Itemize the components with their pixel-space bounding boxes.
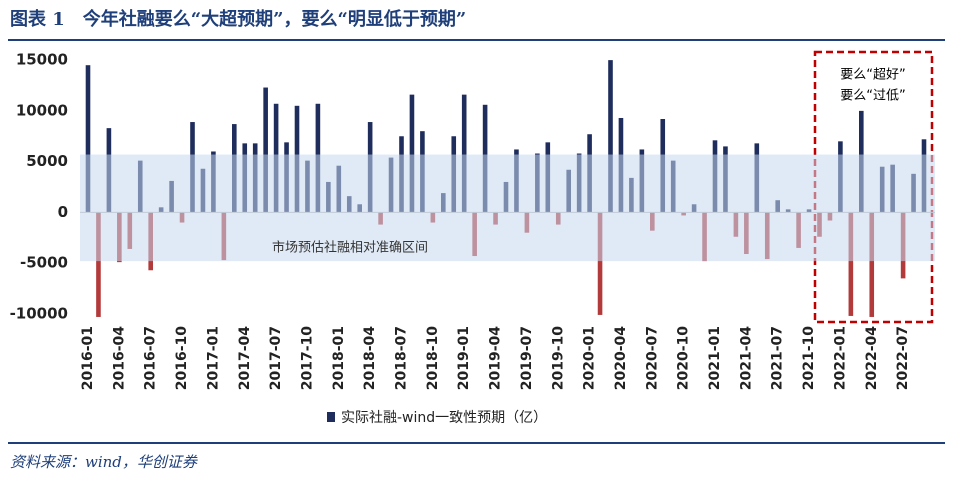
y-tick-label: 5000 <box>26 152 68 170</box>
x-tick-label: 2021-01 <box>707 326 723 390</box>
band-label: 市场预估社融相对准确区间 <box>272 240 428 256</box>
y-tick-label: -5000 <box>20 254 68 272</box>
x-tick-label: 2019-10 <box>550 326 566 391</box>
legend-swatch <box>327 412 335 422</box>
x-tick-label: 2016-04 <box>111 326 127 391</box>
x-tick-label: 2019-04 <box>488 326 504 391</box>
x-tick-label: 2020-04 <box>613 326 629 391</box>
x-tick-label: 2017-04 <box>237 326 253 391</box>
bar <box>848 212 854 316</box>
x-tick-label: 2021-10 <box>801 326 817 391</box>
x-tick-label: 2020-07 <box>644 326 660 390</box>
x-tick-label: 2022-04 <box>864 326 880 391</box>
x-tick-label: 2018-01 <box>331 326 347 390</box>
y-tick-label: 15000 <box>16 51 68 69</box>
bar <box>608 60 613 213</box>
source: 资料来源：wind，华创证券 <box>10 453 198 471</box>
x-tick-label: 2016-07 <box>143 326 159 390</box>
y-tick-label: 10000 <box>16 101 68 119</box>
bar <box>461 94 467 213</box>
annotation: 要么“超好” <box>840 68 905 83</box>
x-tick-label: 2016-01 <box>80 326 96 390</box>
bar <box>869 212 875 317</box>
x-tick-label: 2017-01 <box>205 326 221 390</box>
x-tick-label: 2018-07 <box>394 326 410 390</box>
x-tick-label: 2020-10 <box>676 326 692 391</box>
x-tick-label: 2022-07 <box>895 326 911 390</box>
x-tick-label: 2017-07 <box>268 326 284 390</box>
annotation: 要么“过低” <box>840 89 905 104</box>
bar <box>85 65 91 213</box>
chart-title: 图表 1 今年社融要么“大超预期”，要么“明显低于预期” <box>10 8 466 30</box>
x-tick-label: 2020-01 <box>582 326 598 390</box>
x-tick-label: 2017-10 <box>299 326 315 391</box>
x-tick-label: 2016-10 <box>174 326 190 391</box>
bar <box>597 212 603 315</box>
bar <box>263 87 268 213</box>
x-tick-label: 2021-07 <box>770 326 786 390</box>
x-tick-label: 2018-10 <box>425 326 441 391</box>
x-tick-label: 2019-01 <box>456 326 472 390</box>
bar <box>409 94 415 213</box>
x-tick-label: 2019-07 <box>519 326 535 390</box>
y-tick-label: 0 <box>58 203 68 221</box>
x-tick-label: 2018-04 <box>362 326 378 391</box>
legend-label: 实际社融-wind一致性预期（亿） <box>341 410 547 426</box>
x-tick-label: 2021-04 <box>738 326 754 391</box>
x-tick-label: 2022-01 <box>832 326 848 390</box>
y-tick-label: -10000 <box>10 304 68 322</box>
band <box>80 154 935 262</box>
bar <box>96 212 101 317</box>
